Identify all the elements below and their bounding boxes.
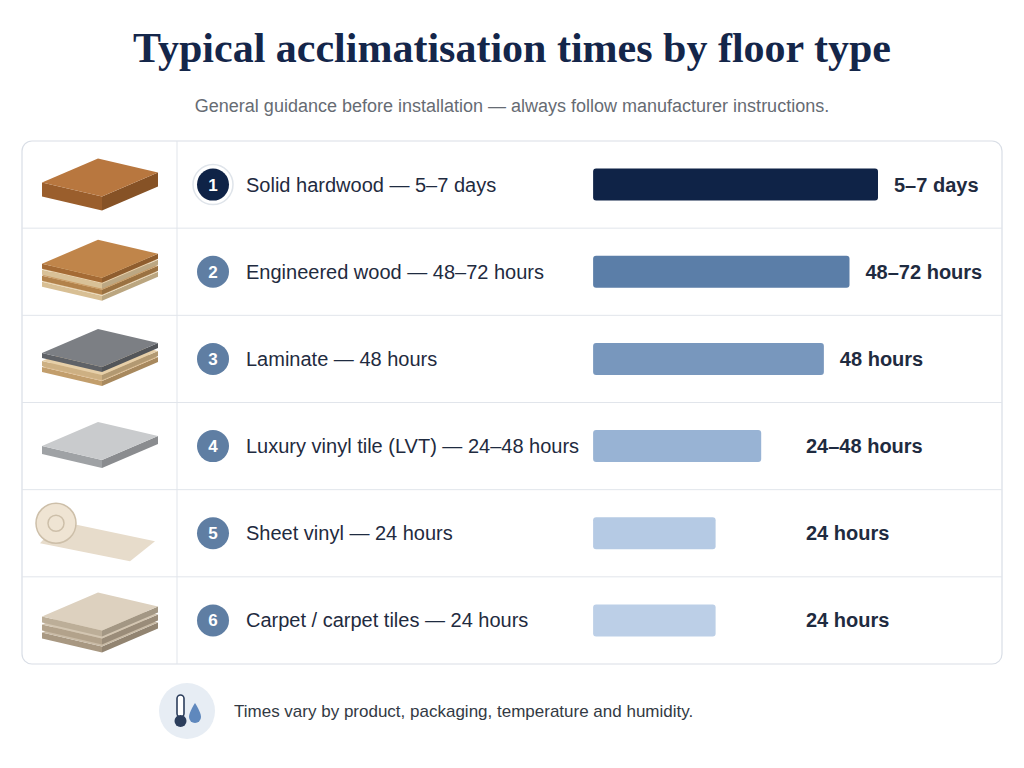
row-number: 4: [208, 437, 218, 456]
category-label: Engineered wood — 48–72 hours: [246, 261, 544, 283]
number-badge: [197, 169, 229, 201]
bar: [593, 430, 761, 462]
carpet-top: [42, 592, 158, 630]
bars: [593, 169, 878, 637]
tile-top: [42, 422, 158, 460]
laminate-top: [42, 329, 158, 367]
row-divider: [22, 315, 1002, 316]
note-icon-bg: [159, 683, 215, 739]
bar-labels: 5–7 days 48–72 hours 48 hours 24–48 hours 24…: [806, 174, 982, 632]
chart: Typical acclimatisation times by floor t…: [0, 0, 1024, 768]
floor-icon: [42, 592, 158, 652]
category-label: Sheet vinyl — 24 hours: [246, 522, 453, 544]
number-badge: [197, 430, 229, 462]
number-badge: [197, 256, 229, 288]
row-divider: [22, 576, 1002, 577]
floor-icon: [42, 329, 158, 386]
floor-icon: [42, 240, 158, 301]
droplet: [189, 703, 201, 723]
bar-label: 24 hours: [806, 522, 889, 544]
thermometer-bulb: [175, 715, 187, 727]
category-label: Luxury vinyl tile (LVT) — 24–48 hours: [246, 435, 579, 457]
floor-icon: [36, 503, 155, 561]
roll: [36, 503, 76, 543]
bar-label: 24–48 hours: [806, 435, 923, 457]
bar: [593, 343, 824, 375]
roll-core: [48, 515, 64, 531]
row-number: 5: [208, 524, 217, 543]
bar: [593, 169, 878, 201]
bar: [593, 604, 716, 636]
note: Times vary by product, packaging, temper…: [234, 702, 693, 721]
row-number: 2: [208, 263, 217, 282]
category-label: Carpet / carpet tiles — 24 hours: [246, 609, 528, 631]
title: Typical acclimatisation times by floor t…: [133, 25, 891, 71]
row-number: 1: [208, 176, 217, 195]
layer-top: [42, 240, 158, 278]
subtitle: General guidance before installation — a…: [195, 96, 829, 116]
row-divider: [22, 228, 1002, 229]
row-divider: [22, 402, 1002, 403]
hardwood-top: [42, 159, 158, 197]
row-number: 6: [208, 611, 217, 630]
thermometer: [177, 695, 184, 717]
bar-label: 5–7 days: [894, 174, 979, 196]
bar: [593, 517, 716, 549]
row-number: 3: [208, 350, 217, 369]
bar: [593, 256, 849, 288]
bar-label: 48–72 hours: [866, 261, 983, 283]
category-label: Laminate — 48 hours: [246, 348, 437, 370]
bar-label: 48 hours: [840, 348, 923, 370]
number-ring: [193, 165, 233, 205]
row-divider: [22, 489, 1002, 490]
bar-label: 24 hours: [806, 609, 889, 631]
number-badge: [197, 343, 229, 375]
floor-icon: [42, 159, 158, 211]
floor-icon: [42, 422, 158, 468]
note-icon: [159, 683, 215, 739]
number-badge: [197, 517, 229, 549]
column-divider: [177, 141, 178, 664]
category-label: Solid hardwood — 5–7 days: [246, 174, 496, 196]
number-badge: [197, 604, 229, 636]
panel: [22, 141, 1002, 664]
